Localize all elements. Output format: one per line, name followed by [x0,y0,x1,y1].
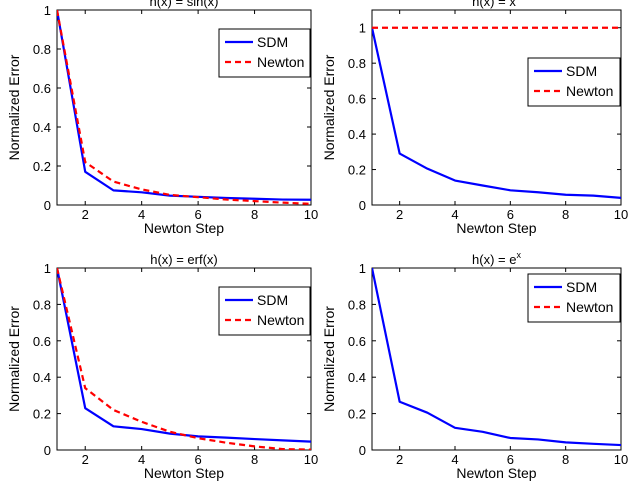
y-tick-label: 0 [359,198,366,213]
chart-title-text: h(x) = x [472,0,516,9]
x-axis-label: Newton Step [144,220,224,236]
legend-label-newton: Newton [566,83,613,99]
legend-box [218,286,311,336]
x-tick-label: 8 [251,207,258,222]
x-tick-label: 8 [562,452,569,467]
x-tick-label: 10 [304,207,318,222]
x-tick-label: 6 [194,452,201,467]
series-line-sdm [372,27,621,200]
y-tick-label: 0.8 [348,56,366,71]
legend-label-newton: Newton [566,299,613,315]
x-tick-label: 10 [614,207,628,222]
legend: SDM Newton [218,28,311,78]
y-axis-label: Normalized Error [6,54,22,160]
chart-title-superscript: 3 [516,0,521,2]
x-axis-label: Newton Step [144,465,224,481]
series-line-sdm [372,268,621,447]
x-tick-label: 4 [451,207,458,222]
legend-box [527,273,621,323]
chart-title-text: h(x) = e [472,252,516,267]
y-tick-label: 0.4 [348,127,366,142]
x-tick-label: 8 [562,207,569,222]
series-line-newton [57,268,311,450]
y-axis-label: Normalized Error [6,306,22,412]
chart-panel-3: 2 4 6 8 10 0 0.2 0.4 0.6 0.8 1 h(x) = erf(x) Newton … [6,252,318,481]
legend-label-sdm: SDM [257,292,288,308]
chart-title-text: h(x) = erf(x) [150,252,218,267]
y-axis-label: Normalized Error [321,306,337,412]
y-tick-label: 0.6 [33,81,51,96]
x-axis-label: Newton Step [456,220,536,236]
x-tick-label: 2 [396,452,403,467]
x-tick-label: 4 [138,207,145,222]
y-tick-label: 0.4 [33,370,51,385]
y-tick-label: 0.8 [33,297,51,312]
chart-panel-4: 2 4 6 8 10 0 0.2 0.4 0.6 0.8 1 h(x) = ex Newton Step… [321,250,628,481]
x-tick-label: 6 [194,207,201,222]
chart-panel-2: 2 4 6 8 10 0 0.2 0.4 0.6 0.8 1 h(x) = x3 Newton Step… [321,0,628,236]
chart-title-superscript: x [516,250,521,260]
x-tick-label: 2 [396,207,403,222]
x-tick-label: 6 [507,452,514,467]
legend-box [218,28,311,78]
y-tick-label: 0.4 [33,120,51,135]
chart-title: h(x) = x3 [472,0,521,9]
x-tick-label: 8 [251,452,258,467]
y-tick-label: 0.2 [348,407,366,422]
x-tick-label: 10 [614,452,628,467]
chart-panel-1: 2 4 6 8 10 0 0.2 0.4 0.6 0.8 1 h(x) = sin(x) Newton … [6,0,318,236]
legend-label-newton: Newton [257,312,304,328]
y-tick-label: 0.6 [33,334,51,349]
legend: SDM Newton [527,273,621,323]
y-tick-label: 0.8 [348,297,366,312]
chart-title: h(x) = sin(x) [150,0,219,9]
y-tick-label: 0 [44,443,51,458]
x-tick-label: 4 [138,452,145,467]
legend: SDM Newton [527,57,621,107]
y-tick-label: 1 [44,3,51,18]
legend-label-newton: Newton [257,54,304,70]
y-tick-label: 0 [44,198,51,213]
y-tick-label: 0.6 [348,92,366,107]
x-tick-label: 10 [304,452,318,467]
axes-box [371,9,622,206]
x-tick-label: 4 [451,452,458,467]
chart-title-text: h(x) = sin(x) [150,0,219,9]
legend-box [527,57,621,107]
y-tick-label: 0.8 [33,42,51,57]
x-tick-label: 2 [82,452,89,467]
y-tick-label: 0.6 [348,334,366,349]
y-tick-label: 1 [359,261,366,276]
legend-label-sdm: SDM [257,34,288,50]
legend: SDM Newton [218,286,311,336]
chart-title: h(x) = ex [472,250,521,267]
y-tick-label: 0.2 [33,407,51,422]
x-tick-label: 6 [507,207,514,222]
x-tick-label: 2 [82,207,89,222]
y-tick-label: 0 [359,443,366,458]
legend-label-sdm: SDM [566,279,597,295]
y-tick-label: 1 [44,261,51,276]
chart-title: h(x) = erf(x) [150,252,218,267]
y-tick-label: 0.4 [348,370,366,385]
x-axis-label: Newton Step [456,465,536,481]
y-axis-label: Normalized Error [321,54,337,160]
y-tick-label: 1 [359,21,366,36]
y-tick-label: 0.2 [33,159,51,174]
legend-label-sdm: SDM [566,63,597,79]
series-line-newton [57,10,311,205]
y-tick-label: 0.2 [348,163,366,178]
